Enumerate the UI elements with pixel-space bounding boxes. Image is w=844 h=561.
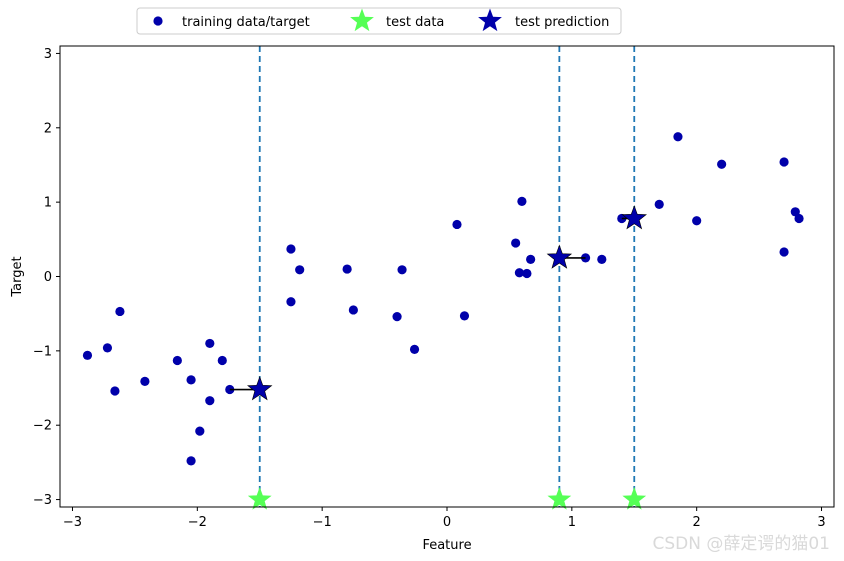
training-point-25	[517, 196, 527, 207]
training-point-24	[514, 268, 525, 278]
training-point-3	[115, 306, 125, 317]
legend-label-1: test data	[386, 15, 444, 30]
training-point-37	[790, 207, 800, 217]
x-tick-label-1: −2	[188, 515, 207, 530]
training-point-33	[692, 216, 702, 226]
watermark: CSDN @薛定谔的猫01	[652, 534, 830, 554]
training-point-8	[195, 426, 205, 436]
training-point-36	[779, 247, 789, 257]
y-tick-label-3: 0	[44, 270, 52, 285]
legend-label-2: test prediction	[515, 15, 609, 30]
y-tick-label-0: −3	[33, 493, 52, 508]
training-point-27	[526, 254, 536, 264]
training-point-26	[522, 268, 532, 279]
y-tick-label-2: −1	[33, 344, 52, 359]
training-point-6	[186, 456, 196, 466]
test-prediction-1	[546, 244, 573, 269]
training-point-0	[82, 350, 93, 360]
training-point-32	[673, 132, 683, 142]
training-point-14	[286, 297, 296, 307]
legend: training data/target test data test predic…	[136, 7, 622, 35]
legend-marker-training	[153, 16, 163, 26]
x-axis-label: Feature	[422, 538, 471, 553]
training-point-18	[392, 312, 402, 322]
training-point-31	[654, 199, 664, 209]
ticks: −3 −2 −1 0 1 2 3 −3 −2 −1 0 1 2 3	[33, 47, 826, 530]
legend-box	[136, 7, 622, 35]
y-tick-label-4: 1	[44, 196, 52, 211]
x-tick-label-5: 2	[693, 515, 701, 530]
training-point-21	[452, 219, 462, 230]
x-tick-label-0: −3	[63, 515, 82, 530]
legend-label-0: training data/target	[182, 15, 310, 30]
training-point-13	[286, 244, 296, 254]
training-point-28	[580, 253, 591, 263]
test-data-1	[547, 487, 572, 510]
training-point-34	[717, 159, 727, 169]
legend-marker-test-prediction	[478, 8, 502, 32]
x-tick-label-3: 0	[443, 515, 451, 530]
training-point-19	[397, 265, 407, 275]
training-point-7	[186, 375, 196, 385]
training-point-22	[459, 311, 470, 321]
x-tick-label-6: 3	[817, 515, 825, 530]
training-point-10	[205, 338, 215, 349]
y-tick-label-1: −2	[33, 419, 52, 434]
training-point-20	[409, 344, 420, 354]
y-axis-label: Target	[10, 256, 25, 297]
training-point-17	[348, 305, 358, 315]
training-point-23	[511, 238, 521, 248]
test-prediction-2	[621, 205, 647, 230]
plot-area	[82, 46, 804, 510]
legend-marker-test-data	[350, 8, 374, 32]
training-point-29	[597, 254, 607, 264]
training-point-9	[205, 396, 215, 406]
test-data-2	[622, 487, 647, 510]
test-prediction-0	[247, 376, 273, 401]
x-tick-label-4: 1	[568, 515, 576, 530]
training-point-16	[342, 264, 352, 274]
training-point-5	[172, 355, 182, 366]
training-point-1	[102, 343, 113, 353]
training-point-4	[140, 376, 150, 386]
y-tick-label-5: 2	[44, 121, 52, 136]
test-data-0	[247, 487, 272, 510]
training-point-38	[794, 213, 804, 224]
training-point-15	[295, 265, 305, 275]
training-point-2	[110, 386, 120, 396]
training-point-11	[217, 355, 227, 366]
y-tick-label-6: 3	[44, 47, 52, 62]
training-point-35	[779, 157, 789, 167]
x-tick-label-2: −1	[313, 515, 332, 530]
